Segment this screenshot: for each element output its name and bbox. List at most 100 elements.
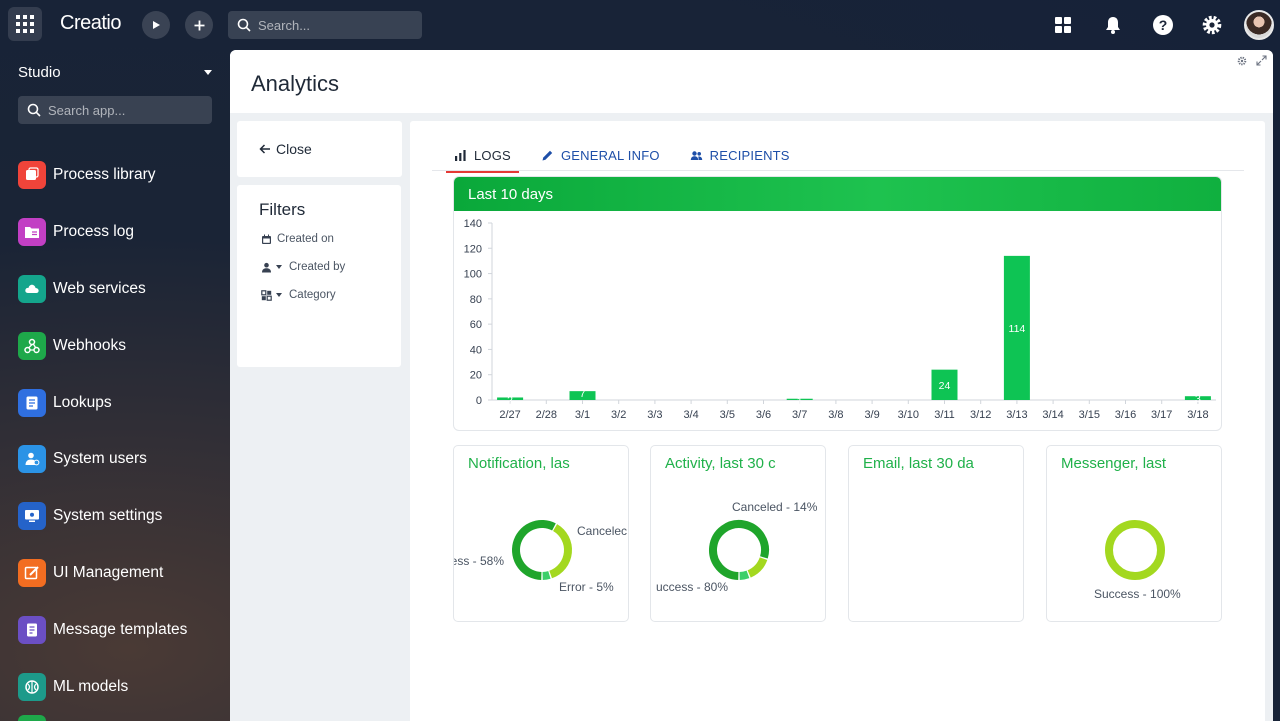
filters-title: Filters — [259, 200, 306, 219]
bar — [1003, 255, 1030, 400]
donut-label: Canceled - 14% — [732, 500, 818, 514]
app-search[interactable] — [18, 96, 212, 124]
main-panel: Analytics Close Filters Created on Creat… — [230, 50, 1273, 721]
donut-label: Error - 5% — [559, 580, 614, 594]
donut-label: ess - 58% — [454, 554, 504, 568]
bar-chart-icon — [455, 149, 466, 161]
top-bar: Creatio ? — [0, 0, 1280, 50]
help-button[interactable]: ? — [1151, 13, 1175, 37]
workspace-label: Studio — [18, 64, 61, 81]
donut-title: Messenger, last — [1061, 455, 1167, 472]
app-launcher-button[interactable] — [8, 7, 42, 41]
bar — [931, 369, 958, 400]
x-tick-label: 3/9 — [864, 409, 879, 421]
tab-label: GENERAL INFO — [560, 147, 660, 163]
sidebar-item-label: Process library — [53, 166, 156, 184]
page-header: Analytics — [230, 50, 1273, 113]
filter-category[interactable]: Category — [261, 289, 336, 301]
avatar[interactable] — [1244, 10, 1274, 40]
donut-slice — [512, 520, 556, 580]
y-tick-label: 60 — [470, 319, 482, 331]
sidebar-item-label: Process log — [53, 223, 134, 241]
svg-text:?: ? — [1159, 17, 1168, 33]
close-button[interactable]: Close — [259, 141, 312, 157]
gear-icon[interactable] — [1237, 56, 1247, 66]
filter-created-on-label: Created on — [277, 233, 334, 245]
bar-data-label: 1 — [797, 396, 803, 408]
pencil-icon — [542, 150, 553, 160]
sidebar-item-ui-management[interactable]: UI Management — [18, 545, 218, 602]
y-tick-label: 20 — [470, 370, 482, 382]
sidebar-item-web-services[interactable]: Web services — [18, 261, 218, 318]
process-library-icon — [18, 161, 46, 190]
calendar-icon — [262, 234, 271, 244]
bar-data-label: 24 — [939, 380, 951, 392]
notifications-button[interactable] — [1101, 13, 1125, 37]
bar-data-label: 114 — [1009, 323, 1026, 335]
x-tick-label: 3/17 — [1151, 409, 1172, 421]
donut-label: uccess - 80% — [656, 580, 729, 594]
tab-label: RECIPIENTS — [709, 147, 790, 163]
sidebar-item-lookups[interactable]: Lookups — [18, 374, 218, 431]
filter-created-by-label: Created by — [289, 261, 346, 273]
settings-button[interactable] — [1200, 13, 1224, 37]
chart-title: Last 10 days — [454, 177, 1221, 211]
sidebar-item-process-library[interactable]: Process library — [18, 147, 218, 204]
page-title: Analytics — [251, 71, 340, 96]
logo: Creatio — [60, 12, 121, 34]
sidebar-item-label: System settings — [53, 507, 163, 525]
sidebar-item-label: ML models — [53, 677, 129, 695]
x-tick-label: 3/1 — [575, 409, 590, 421]
tab-recipients[interactable]: RECIPIENTS — [686, 139, 794, 171]
web-services-icon — [18, 274, 46, 303]
activity-donut-chart — [709, 520, 769, 580]
global-search[interactable] — [228, 11, 422, 39]
y-tick-label: 140 — [464, 218, 482, 230]
sidebar-item-message-templates[interactable]: Message templates — [18, 601, 218, 658]
filters-panel: Filters Created on Created by Category — [237, 185, 401, 367]
process-log-icon — [18, 218, 46, 247]
filter-category-label: Category — [289, 289, 336, 301]
donut-title: Activity, last 30 c — [665, 455, 776, 472]
sidebar-item-partial[interactable] — [18, 714, 218, 721]
add-button[interactable] — [185, 11, 213, 39]
bar — [786, 398, 813, 400]
messenger-donut-card: Messenger, last Success - 100% — [1046, 445, 1222, 622]
global-search-input[interactable] — [258, 15, 408, 35]
donut-slice — [549, 524, 572, 579]
filter-created-on[interactable]: Created on — [261, 233, 334, 245]
sidebar-item-webhooks[interactable]: Webhooks — [18, 317, 218, 374]
tab-label: LOGS — [474, 147, 511, 163]
bar-data-label: 3 — [1195, 393, 1201, 405]
sidebar-item-ml-models[interactable]: ML models — [18, 658, 218, 715]
x-tick-label: 3/8 — [828, 409, 843, 421]
workspace-selector[interactable]: Studio — [18, 64, 212, 81]
expand-icon[interactable] — [1256, 55, 1267, 66]
sidebar-item-system-settings[interactable]: System settings — [18, 488, 218, 545]
arrow-left-icon — [259, 144, 270, 154]
app-icon — [18, 714, 46, 721]
sidebar-item-label: Lookups — [53, 393, 112, 411]
tab-logs[interactable]: LOGS — [446, 139, 519, 173]
category-icon — [261, 289, 272, 301]
users-icon — [690, 150, 702, 160]
sidebar-item-system-users[interactable]: System users — [18, 431, 218, 488]
app-search-input[interactable] — [48, 100, 198, 120]
message-templates-icon — [18, 615, 46, 644]
bar-data-label: 7 — [580, 388, 586, 400]
x-tick-label: 3/6 — [756, 409, 771, 421]
tab-general-info[interactable]: GENERAL INFO — [537, 139, 664, 171]
sidebar-item-process-log[interactable]: Process log — [18, 204, 218, 261]
caret-down-icon — [276, 293, 282, 297]
search-icon — [27, 103, 41, 117]
run-process-button[interactable] — [142, 11, 170, 39]
filter-created-by[interactable]: Created by — [261, 261, 345, 273]
y-tick-label: 80 — [470, 294, 482, 306]
user-icon — [262, 262, 271, 272]
sidebar-item-label: UI Management — [53, 563, 164, 581]
x-tick-label: 3/3 — [647, 409, 662, 421]
apps-icon-button[interactable] — [1051, 13, 1075, 37]
notification-donut-card: Notification, las ess - 58% Cancelec Err… — [453, 445, 629, 622]
apps-icon — [1055, 17, 1071, 33]
